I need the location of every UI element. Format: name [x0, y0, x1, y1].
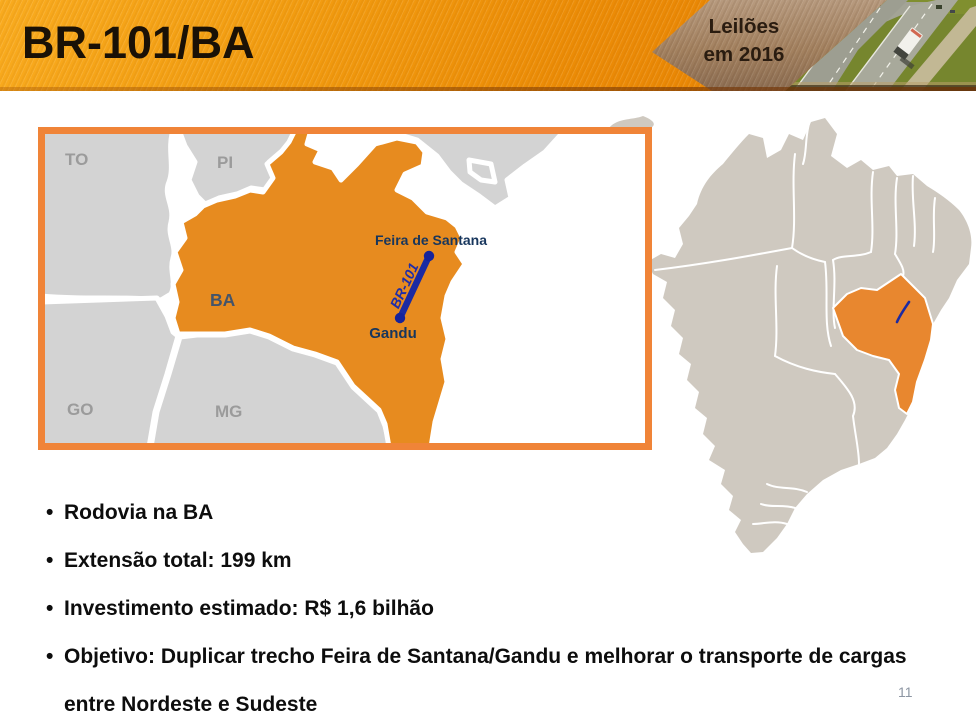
city-label-feira-de-santana: Feira de Santana	[375, 232, 487, 248]
truck	[893, 27, 923, 70]
page-number: 11	[898, 684, 913, 700]
bahia-shape	[170, 134, 468, 443]
bullet-item-objective: Objetivo: Duplicar trecho Feira de Santa…	[46, 633, 946, 726]
state-label-group: TO PI GO MG	[65, 150, 242, 421]
badge-line-1: Leilões	[708, 15, 780, 38]
badge-line-2: em 2016	[703, 43, 785, 66]
state-label-to: TO	[65, 150, 88, 169]
page-title: BR-101/BA	[22, 17, 255, 68]
header-banner: BR-101/BA Leilões em 2016	[0, 0, 976, 91]
bullet-item-extension: Extensão total: 199 km	[46, 537, 946, 585]
state-label-ba: BA	[210, 290, 236, 310]
brazil-map-art	[609, 116, 972, 553]
route-endpoint-gandu	[394, 312, 406, 324]
bullet-item-investment: Investimento estimado: R$ 1,6 bilhão	[46, 585, 946, 633]
state-label-pi: PI	[217, 153, 233, 172]
neighbor-states	[45, 134, 565, 443]
city-label-gandu: Gandu	[369, 325, 417, 342]
auction-badge-text: Leilões em 2016	[664, 13, 824, 69]
route-endpoint-feira	[423, 250, 435, 262]
bahia-detail-art: TO PI GO MG BA Feira de Santana Gandu BR…	[45, 134, 645, 443]
bullet-list: Rodovia na BA Extensão total: 199 km Inv…	[46, 489, 946, 726]
state-label-mg: MG	[215, 402, 242, 421]
bahia-highlight	[832, 273, 934, 415]
brazil-overview-map	[609, 112, 976, 553]
state-label-go: GO	[67, 400, 93, 419]
bullet-item-road: Rodovia na BA	[46, 489, 946, 537]
brazil-outline	[647, 118, 972, 553]
bahia-detail-map: TO PI GO MG BA Feira de Santana Gandu BR…	[38, 127, 652, 450]
br101-mark	[895, 300, 911, 324]
